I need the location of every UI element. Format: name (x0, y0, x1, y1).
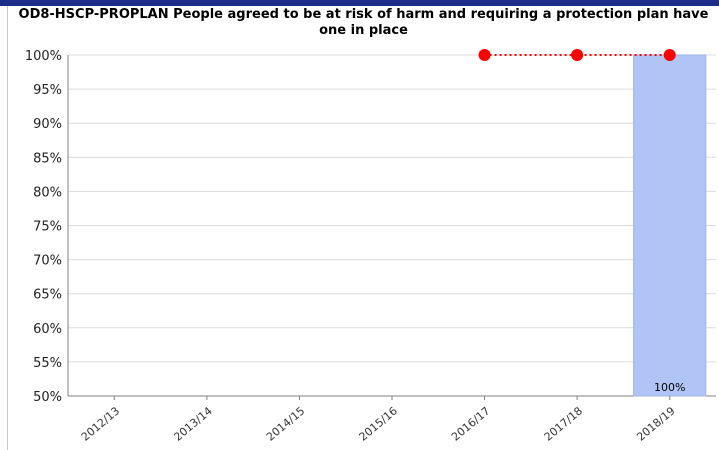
line-point (478, 49, 491, 61)
bar-data-label: 100% (654, 381, 685, 394)
x-tick-label: 2012/13 (79, 404, 122, 443)
x-tick-label: 2016/17 (449, 404, 492, 443)
bar (633, 54, 707, 397)
y-tick-label: 60% (33, 322, 62, 337)
chart-title: OD8-HSCP-PROPLAN People agreed to be at … (18, 7, 709, 38)
x-tick-label: 2017/18 (542, 404, 585, 443)
y-tick-label: 80% (33, 185, 62, 200)
x-tick-label: 2018/19 (634, 404, 677, 443)
y-tick-label: 50% (33, 390, 62, 405)
y-tick-label: 95% (33, 83, 62, 98)
y-tick-label: 100% (25, 49, 62, 64)
y-tick-label: 65% (33, 288, 62, 303)
frame-rule (7, 6, 8, 450)
y-tick-label: 70% (33, 254, 62, 269)
x-tick-label: 2014/15 (264, 404, 307, 443)
x-tick-label: 2013/14 (171, 404, 214, 443)
header-rule (0, 0, 719, 6)
y-tick-label: 55% (33, 356, 62, 371)
x-tick-label: 2015/16 (357, 404, 400, 443)
y-tick-label: 90% (33, 117, 62, 132)
y-tick-label: 75% (33, 220, 62, 235)
line-point (663, 49, 676, 61)
y-tick-label: 85% (33, 151, 62, 166)
line-point (571, 49, 584, 61)
